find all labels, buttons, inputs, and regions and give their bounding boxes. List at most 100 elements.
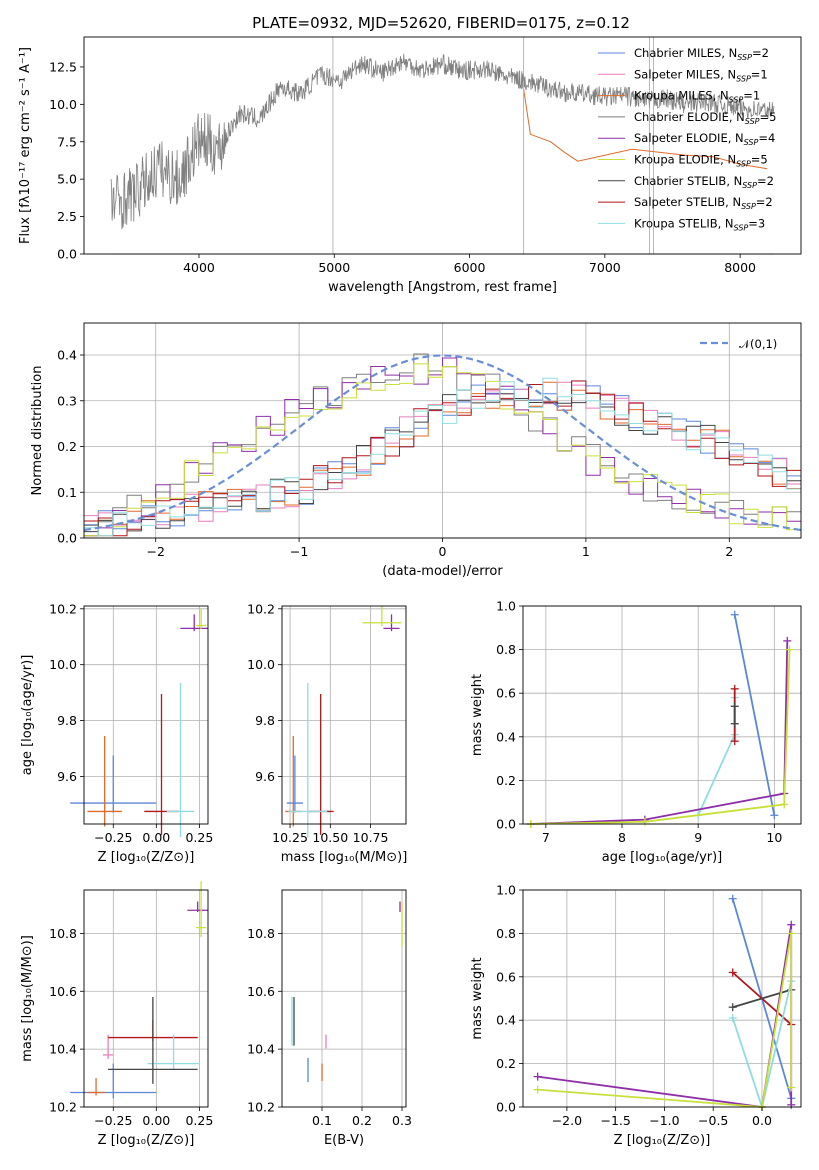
axes-frame xyxy=(281,889,407,1108)
y-axis-label: mass [log₁₀(M/M⊙)] xyxy=(20,935,35,1062)
legend-label-text: Kroupa MILES, N xyxy=(634,89,729,103)
y-tick-label: 10.2 xyxy=(49,601,77,616)
y-tick-label: 10.2 xyxy=(247,601,275,616)
y-tick-label: 7.5 xyxy=(57,134,77,149)
x-tick-label: 0.00 xyxy=(142,1113,170,1128)
y-tick-label: 0.4 xyxy=(496,729,516,744)
y-tick-label: 9.8 xyxy=(57,713,77,728)
panel-weight_vs_Z: −2.0 −1.5 −1.0 −0.5 0.0 0.0 0.2 0.4 0.6 0.8 1.0 Z [… xyxy=(470,883,802,1148)
plot-area xyxy=(83,353,802,537)
plot-area xyxy=(70,881,208,1099)
y-tick-label: 0.6 xyxy=(496,969,516,984)
y-tick-label: 10.2 xyxy=(49,1100,77,1115)
legend-label: Kroupa STELIB, NSSP=3 xyxy=(634,216,765,232)
y-axis-label: Flux [fλ10⁻¹⁷ erg cm⁻² s⁻¹ A⁻¹] xyxy=(18,47,33,244)
spectrum-data-line xyxy=(110,53,775,230)
y-tick-label: 0.2 xyxy=(57,439,77,454)
x-tick-label: −2 xyxy=(146,544,164,559)
x-tick-label: 7000 xyxy=(589,260,621,275)
spectrum-line-kroupa_miles xyxy=(523,89,768,170)
legend-label-sub: SSP xyxy=(742,181,757,190)
weight-line-kroupa_elodie xyxy=(530,649,791,825)
axes-frame xyxy=(83,36,802,255)
y-tick-label: 0.2 xyxy=(496,773,516,788)
x-tick-label: 4000 xyxy=(183,260,215,275)
x-tick-label: 10 xyxy=(766,830,782,845)
panel-mass_vs_Z: −0.25 0.00 0.25 10.2 10.4 10.6 10.8 Z [log₁₀(Z/… xyxy=(20,881,213,1148)
plot-area xyxy=(533,894,796,1111)
x-tick-label: 9 xyxy=(694,830,702,845)
y-tick-label: 5.0 xyxy=(57,172,77,187)
legend-label-suffix: =5 xyxy=(751,153,768,167)
x-tick-label: 2 xyxy=(725,544,733,559)
legend-label-sub: SSP xyxy=(737,53,752,62)
plot-area xyxy=(526,610,794,828)
weight-line-chabrier_miles xyxy=(733,614,776,816)
x-tick-label: 0.2 xyxy=(352,1113,372,1128)
x-tick-label: −2.0 xyxy=(552,1113,582,1128)
legend-label: Chabrier ELODIE, NSSP=5 xyxy=(634,110,776,126)
y-tick-label: 0.8 xyxy=(496,642,516,657)
legend-label: Chabrier STELIB, NSSP=2 xyxy=(634,174,774,190)
x-axis-label: Z [log₁₀(Z/Z⊙)] xyxy=(98,1133,195,1148)
legend-label-suffix: =1 xyxy=(751,67,768,81)
legend-label: Kroupa ELODIE, NSSP=5 xyxy=(634,153,768,169)
y-tick-label: 1.0 xyxy=(496,883,516,898)
x-tick-label: 1 xyxy=(582,544,590,559)
legend-label-text: Kroupa ELODIE, N xyxy=(634,153,736,167)
panel-mass_vs_ebv: 0.1 0.2 0.3 10.2 10.4 10.6 10.8 E(B-V) xyxy=(247,889,412,1148)
y-tick-label: 10.8 xyxy=(247,926,275,941)
legend-label-suffix: =2 xyxy=(757,174,774,188)
y-tick-label: 10.0 xyxy=(49,97,77,112)
y-tick-label: 10.0 xyxy=(247,657,275,672)
legend-label-text: Salpeter MILES, N xyxy=(634,67,736,81)
y-tick-label: 10.8 xyxy=(49,926,77,941)
x-tick-label: 5000 xyxy=(318,260,350,275)
y-tick-label: 10.4 xyxy=(49,1042,77,1057)
y-tick-label: 9.6 xyxy=(255,769,275,784)
legend-label-text: Chabrier MILES, N xyxy=(634,46,737,60)
legend-label-suffix: =2 xyxy=(752,46,769,60)
y-tick-label: 0.6 xyxy=(496,686,516,701)
legend-label-suffix: =2 xyxy=(756,195,773,209)
weight-line-kroupa_elodie xyxy=(537,933,793,1108)
axes-frame xyxy=(522,605,802,825)
legend-label-suffix: =5 xyxy=(760,110,777,124)
panel-age_vs_Z: −0.25 0.00 0.25 9.6 9.8 10.0 10.2 Z [log₁₀(Z/Z⊙… xyxy=(20,601,213,865)
x-axis-label: wavelength [Angstrom, rest frame] xyxy=(328,280,557,295)
y-tick-label: 1.0 xyxy=(496,599,516,614)
y-tick-label: 0.8 xyxy=(496,926,516,941)
x-tick-label: 7 xyxy=(542,830,550,845)
y-tick-label: 10.6 xyxy=(49,984,77,999)
y-axis-label: mass weight xyxy=(470,674,485,756)
axes-frame xyxy=(522,889,802,1108)
legend-label-text: Salpeter ELODIE, N xyxy=(634,131,744,145)
x-tick-label: −0.25 xyxy=(94,1113,132,1128)
y-tick-label: 12.5 xyxy=(49,59,77,74)
x-tick-label: −1 xyxy=(290,544,308,559)
weight-line-kroupa_stelib xyxy=(697,697,736,816)
x-axis-label: mass [log₁₀(M/M⊙)] xyxy=(281,850,408,865)
panel-spectrum: PLATE=0932, MJD=52620, FIBERID=0175, z=0… xyxy=(252,14,630,32)
y-tick-label: 0.0 xyxy=(496,1100,516,1115)
axes-frame xyxy=(83,605,209,825)
y-tick-label: 0.2 xyxy=(496,1056,516,1071)
x-tick-label: 10.50 xyxy=(312,830,348,845)
y-tick-label: 10.6 xyxy=(247,984,275,999)
y-tick-label: 2.5 xyxy=(57,209,77,224)
x-axis-label: E(B-V) xyxy=(324,1133,364,1148)
legend-label: 𝒩(0,1) xyxy=(739,337,777,351)
y-tick-label: 9.8 xyxy=(255,713,275,728)
y-axis-label: age [log₁₀(age/yr)] xyxy=(20,655,35,776)
panel-residuals: −2 −1 0 1 2 0.0 0.1 0.2 0.3 0.4 (data-model)/error… xyxy=(30,322,802,579)
y-tick-label: 0.0 xyxy=(57,531,77,546)
legend-label-text: Chabrier ELODIE, N xyxy=(634,110,745,124)
x-tick-label: 0 xyxy=(439,544,447,559)
legend-label-sub: SSP xyxy=(729,96,744,105)
y-axis-label: Normed distribution xyxy=(30,366,45,496)
legend-label: Chabrier MILES, NSSP=2 xyxy=(634,46,769,62)
x-tick-label: −1.0 xyxy=(649,1113,679,1128)
panel-spectrum: 4000 5000 6000 7000 8000 0.0 2.5 5.0 7.5 10.0 12.5… xyxy=(18,36,802,295)
y-tick-label: 10.4 xyxy=(247,1042,275,1057)
